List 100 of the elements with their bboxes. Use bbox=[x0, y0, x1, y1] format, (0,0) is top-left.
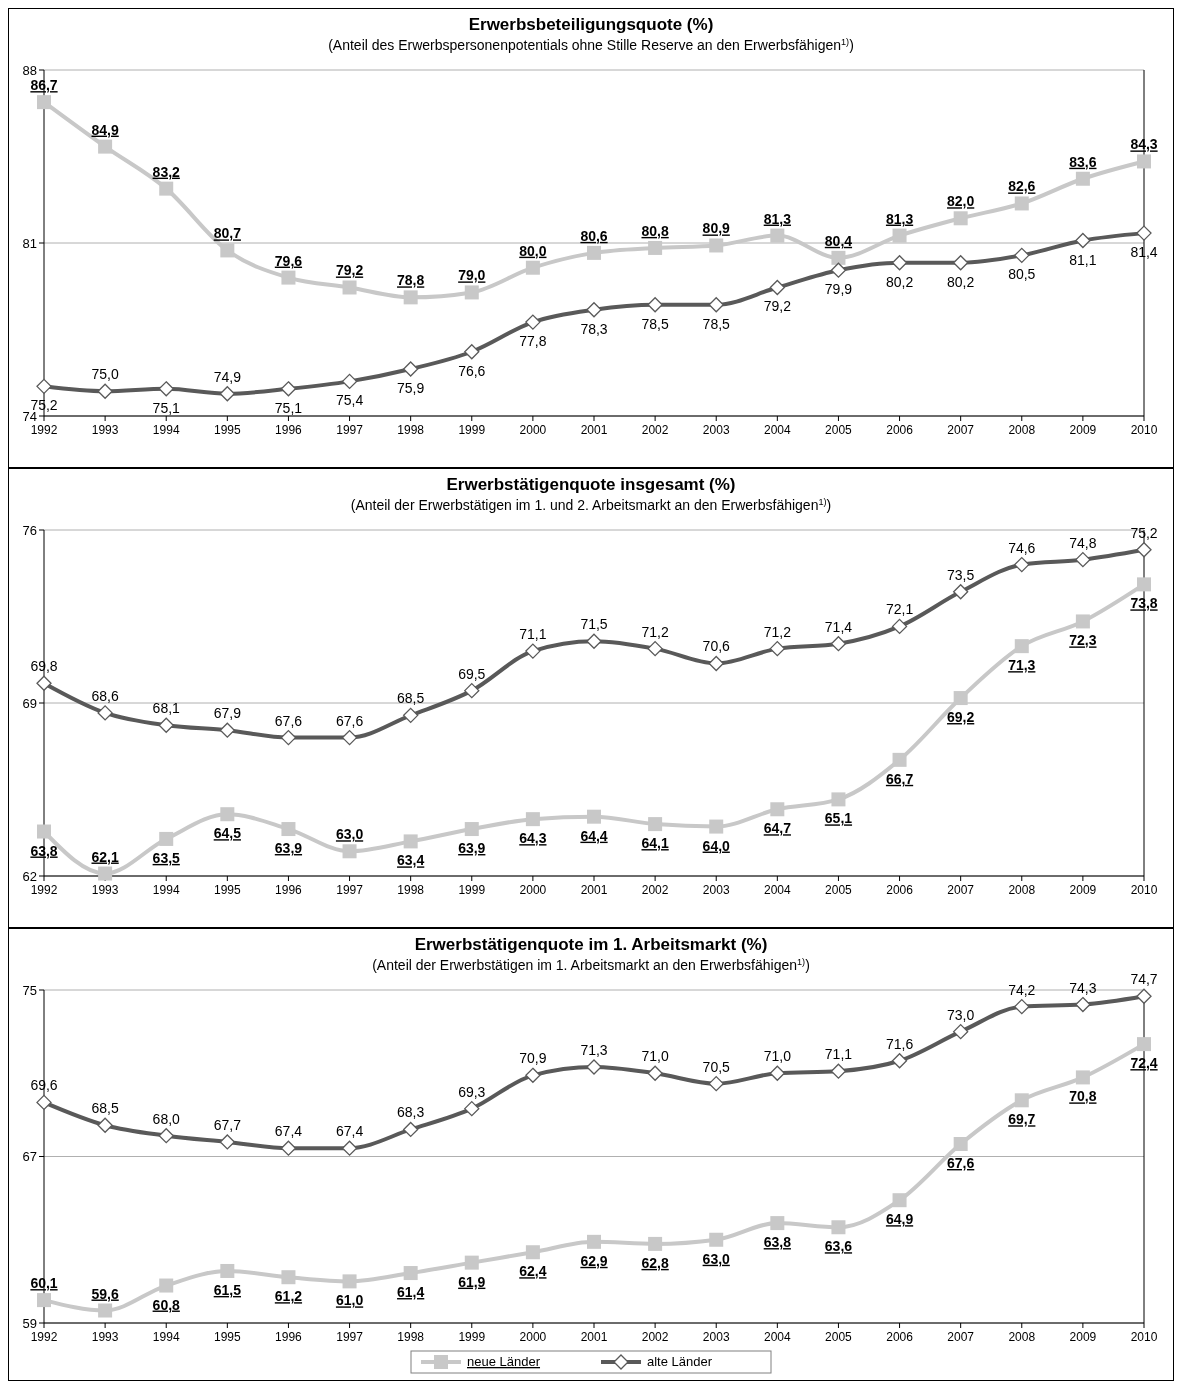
x-tick-label: 1998 bbox=[397, 883, 425, 897]
point bbox=[98, 1303, 113, 1318]
x-tick-label: 1995 bbox=[213, 1330, 241, 1344]
point bbox=[1136, 225, 1152, 241]
data-label: 64,7 bbox=[763, 820, 792, 837]
point bbox=[464, 682, 480, 699]
data-label: 69,5 bbox=[458, 665, 486, 682]
x-tick-label: 2004 bbox=[763, 423, 791, 437]
data-label: 80,8 bbox=[641, 222, 669, 239]
data-label: 86,7 bbox=[30, 77, 58, 94]
data-label: 61,4 bbox=[397, 1284, 425, 1301]
data-label: 64,0 bbox=[702, 837, 731, 854]
point bbox=[36, 675, 52, 691]
point bbox=[464, 344, 480, 360]
y-tick-label: 75 bbox=[22, 982, 37, 998]
x-tick-label: 1992 bbox=[30, 1330, 58, 1344]
data-label: 68,1 bbox=[152, 700, 181, 717]
point bbox=[708, 1076, 724, 1092]
data-label: 77,8 bbox=[519, 333, 547, 350]
x-tick-label: 2006 bbox=[886, 423, 914, 437]
x-tick-label: 2008 bbox=[1008, 423, 1036, 437]
point bbox=[1014, 556, 1030, 573]
point bbox=[586, 302, 602, 318]
point bbox=[769, 640, 785, 657]
data-label: 67,6 bbox=[335, 712, 364, 729]
point bbox=[37, 95, 51, 110]
point bbox=[159, 181, 174, 196]
data-label: 71,5 bbox=[580, 616, 608, 633]
point bbox=[587, 245, 601, 260]
data-label: 83,2 bbox=[152, 163, 181, 180]
data-label: 61,0 bbox=[335, 1292, 364, 1309]
x-tick-label: 2008 bbox=[1008, 883, 1036, 897]
point bbox=[525, 260, 540, 275]
x-tick-label: 1997 bbox=[336, 423, 364, 437]
data-label: 69,7 bbox=[1008, 1111, 1036, 1128]
x-tick-label: 1998 bbox=[397, 423, 425, 437]
data-label: 79,9 bbox=[824, 281, 853, 298]
data-label: 79,0 bbox=[458, 267, 486, 284]
point bbox=[159, 831, 174, 846]
point bbox=[1014, 639, 1029, 654]
data-label: 69,6 bbox=[30, 1077, 58, 1094]
point bbox=[220, 807, 235, 822]
point bbox=[587, 1234, 601, 1249]
point bbox=[1137, 577, 1151, 592]
point bbox=[953, 1023, 969, 1040]
point bbox=[1075, 232, 1091, 249]
x-tick-label: 2000 bbox=[519, 883, 547, 897]
data-label: 80,9 bbox=[702, 220, 731, 237]
x-tick-label: 1999 bbox=[458, 423, 486, 437]
x-tick-label: 2009 bbox=[1069, 1330, 1097, 1344]
data-label: 60,8 bbox=[152, 1296, 181, 1313]
data-label: 71,6 bbox=[885, 1035, 914, 1052]
data-label: 78,5 bbox=[702, 315, 731, 332]
point bbox=[342, 1274, 357, 1289]
legend-label: alte Länder bbox=[647, 1354, 713, 1369]
point bbox=[708, 655, 724, 672]
x-tick-label: 1998 bbox=[397, 1330, 425, 1344]
x-tick-label: 2001 bbox=[580, 883, 608, 897]
data-label: 63,0 bbox=[702, 1250, 731, 1267]
data-label: 68,5 bbox=[91, 1100, 119, 1117]
data-label: 75,1 bbox=[274, 399, 303, 416]
data-label: 81,3 bbox=[885, 210, 914, 227]
point bbox=[648, 1236, 663, 1251]
data-label: 67,6 bbox=[947, 1155, 975, 1172]
point bbox=[464, 285, 479, 300]
data-label: 64,4 bbox=[580, 827, 608, 844]
data-label: 81,1 bbox=[1069, 251, 1097, 268]
x-tick-label: 1996 bbox=[275, 883, 303, 897]
x-tick-label: 2007 bbox=[947, 883, 975, 897]
point bbox=[831, 792, 846, 807]
data-label: 63,4 bbox=[397, 852, 425, 869]
point bbox=[281, 1270, 296, 1285]
point bbox=[891, 618, 908, 635]
data-label: 67,7 bbox=[213, 1116, 242, 1133]
point bbox=[892, 228, 907, 243]
data-label: 62,9 bbox=[580, 1252, 608, 1269]
data-label: 80,6 bbox=[580, 227, 608, 244]
x-tick-label: 2010 bbox=[1130, 1330, 1158, 1344]
data-label: 81,3 bbox=[763, 210, 792, 227]
data-label: 74,3 bbox=[1069, 979, 1097, 996]
x-tick-label: 2003 bbox=[702, 1330, 730, 1344]
data-label: 63,5 bbox=[152, 849, 181, 866]
data-label: 71,2 bbox=[641, 623, 669, 640]
point bbox=[1014, 999, 1030, 1015]
point bbox=[219, 1134, 235, 1150]
y-tick-label: 76 bbox=[22, 522, 37, 538]
data-label: 79,2 bbox=[763, 298, 792, 315]
data-label: 67,6 bbox=[274, 712, 303, 729]
point bbox=[831, 1220, 846, 1235]
x-tick-label: 2005 bbox=[825, 883, 853, 897]
x-tick-label: 2000 bbox=[519, 423, 547, 437]
data-label: 71,3 bbox=[580, 1042, 608, 1059]
data-label: 62,4 bbox=[519, 1263, 547, 1280]
point bbox=[709, 819, 724, 834]
point bbox=[219, 722, 235, 738]
x-tick-label: 1994 bbox=[152, 1330, 180, 1344]
point bbox=[647, 1065, 663, 1081]
point bbox=[36, 1094, 52, 1111]
x-tick-label: 1993 bbox=[91, 423, 119, 437]
point bbox=[36, 378, 52, 394]
